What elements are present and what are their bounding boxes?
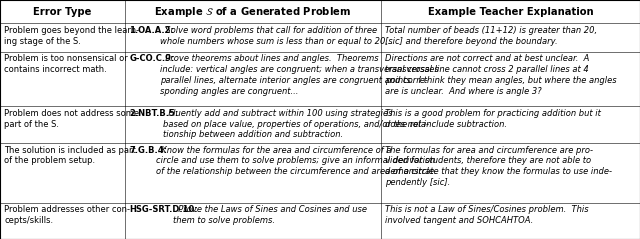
Text: Directions are not correct and at best unclear.  A
transversal line cannot cross: Directions are not correct and at best u… xyxy=(385,54,617,96)
Text: Example $\mathcal{S}$ of a Generated Problem: Example $\mathcal{S}$ of a Generated Pro… xyxy=(154,5,351,19)
Text: HSG-SRT.D.10:: HSG-SRT.D.10: xyxy=(129,206,198,214)
Text: Fluently add and subtract within 100 using strategies
based on place value, prop: Fluently add and subtract within 100 usi… xyxy=(163,109,429,139)
Text: 2.NBT.B.5:: 2.NBT.B.5: xyxy=(129,109,179,118)
Text: This is a good problem for practicing addition but it
does not include subtracti: This is a good problem for practicing ad… xyxy=(385,109,601,129)
Text: This is not a Law of Sines/Cosines problem.  This
involved tangent and SOHCAHTOA: This is not a Law of Sines/Cosines probl… xyxy=(385,206,589,225)
Text: Solve word problems that call for addition of three
whole numbers whose sum is l: Solve word problems that call for additi… xyxy=(160,26,393,46)
Text: G-CO.C.9:: G-CO.C.9: xyxy=(129,54,175,63)
Text: Problem is too nonsensical or
contains incorrect math.: Problem is too nonsensical or contains i… xyxy=(4,54,128,74)
Text: Error Type: Error Type xyxy=(33,7,92,17)
Text: Prove the Laws of Sines and Cosines and use
them to solve problems.: Prove the Laws of Sines and Cosines and … xyxy=(173,206,367,225)
Text: Know the formulas for the area and circumference of a
circle and use them to sol: Know the formulas for the area and circu… xyxy=(156,146,437,176)
Text: The formulas for area and circumference are pro-
vided for students, therefore t: The formulas for area and circumference … xyxy=(385,146,612,187)
Text: Problem goes beyond the learn-
ing stage of the S.: Problem goes beyond the learn- ing stage… xyxy=(4,26,140,46)
Text: Prove theorems about lines and angles.  Theorems
include: vertical angles are co: Prove theorems about lines and angles. T… xyxy=(160,54,438,96)
Text: Problem addresses other con-
cepts/skills.: Problem addresses other con- cepts/skill… xyxy=(4,206,131,225)
Text: Total number of beads (11+12) is greater than 20,
[sic] and therefore beyond the: Total number of beads (11+12) is greater… xyxy=(385,26,597,46)
Text: 7.G.B.4:: 7.G.B.4: xyxy=(129,146,167,155)
Text: Example Teacher Explanation: Example Teacher Explanation xyxy=(428,7,593,17)
Text: Problem does not address some
part of the S.: Problem does not address some part of th… xyxy=(4,109,140,129)
Text: 1.OA.A.2:: 1.OA.A.2: xyxy=(129,26,174,35)
Text: The solution is included as part
of the problem setup.: The solution is included as part of the … xyxy=(4,146,136,165)
